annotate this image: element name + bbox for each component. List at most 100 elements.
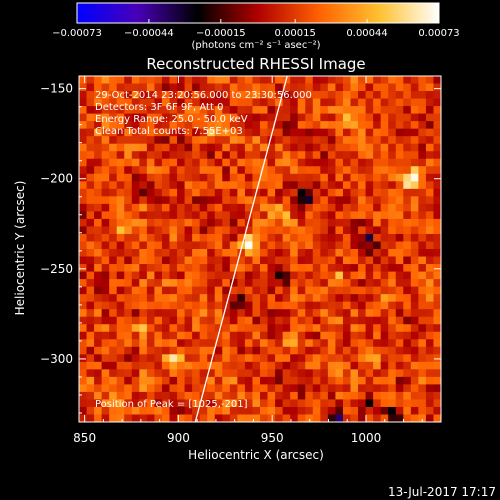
heatmap-cell	[395, 233, 404, 242]
heatmap-cell	[244, 151, 253, 160]
heatmap-cell	[327, 384, 336, 393]
heatmap-cell	[139, 354, 148, 363]
heatmap-cell	[260, 218, 268, 227]
heatmap-cell	[373, 98, 382, 107]
heatmap-cell	[410, 211, 419, 220]
heatmap-cell	[237, 361, 246, 370]
heatmap-cell	[94, 113, 103, 122]
heatmap-cell	[297, 346, 306, 355]
heatmap-cell	[229, 399, 238, 408]
colorbar-tick-label: 0.00015	[275, 28, 316, 39]
heatmap-cell	[79, 203, 87, 212]
heatmap-cell	[139, 339, 148, 348]
heatmap-cell	[282, 218, 291, 227]
heatmap-cell	[350, 331, 359, 340]
heatmap-cell	[350, 121, 359, 130]
heatmap-cell	[335, 113, 344, 122]
heatmap-cell	[214, 414, 223, 422]
heatmap-cell	[282, 399, 291, 408]
heatmap-cell	[403, 203, 412, 212]
heatmap-cell	[260, 414, 268, 422]
heatmap-cell	[131, 106, 140, 115]
heatmap-cell	[131, 233, 140, 242]
heatmap-cell	[418, 218, 427, 227]
heatmap-cell	[94, 188, 103, 197]
heatmap-cell	[124, 136, 133, 145]
heatmap-cell	[335, 399, 344, 408]
heatmap-cell	[260, 91, 268, 99]
heatmap-cell	[305, 241, 314, 250]
heatmap-cell	[433, 369, 441, 378]
heatmap-cell	[124, 324, 133, 333]
heatmap-cell	[305, 83, 314, 92]
heatmap-cell	[282, 241, 291, 250]
heatmap-cell	[139, 346, 148, 355]
heatmap-cell	[101, 346, 110, 355]
solar-limb-line	[194, 76, 288, 422]
heatmap-cell	[199, 399, 208, 408]
heatmap-cell	[237, 233, 246, 242]
heatmap-cell	[282, 136, 291, 145]
heatmap-cell	[237, 286, 246, 295]
heatmap-cell	[358, 339, 366, 348]
heatmap-cell	[229, 286, 238, 295]
heatmap-cell	[192, 346, 201, 355]
heatmap-cell	[116, 151, 125, 160]
heatmap-cell	[244, 249, 253, 257]
heatmap-cell	[146, 203, 155, 212]
heatmap-cell	[388, 106, 397, 115]
heatmap-cell	[94, 83, 103, 92]
heatmap-cell	[169, 369, 178, 378]
heatmap-cell	[79, 376, 87, 385]
heatmap-cell	[275, 361, 284, 370]
heatmap-cell	[207, 121, 216, 130]
heatmap-cell	[335, 128, 344, 137]
heatmap-cell	[161, 128, 170, 137]
heatmap-cell	[320, 339, 329, 348]
heatmap-cell	[199, 143, 208, 152]
heatmap-cell	[131, 339, 140, 348]
heatmap-cell	[350, 173, 359, 182]
heatmap-cell	[433, 249, 441, 257]
heatmap-cell	[380, 188, 389, 197]
heatmap-cell	[305, 211, 314, 220]
heatmap-cell	[358, 309, 366, 318]
heatmap-cell	[154, 226, 163, 235]
heatmap-cell	[267, 264, 276, 272]
heatmap-cell	[116, 346, 125, 355]
heatmap-cell	[237, 309, 246, 318]
heatmap-cell	[403, 151, 412, 160]
heatmap-cell	[275, 406, 284, 415]
heatmap-cell	[207, 309, 216, 318]
heatmap-cell	[327, 324, 336, 333]
heatmap-cell	[124, 391, 133, 400]
heatmap-cell	[154, 166, 163, 175]
heatmap-cell	[199, 414, 208, 422]
heatmap-cell	[192, 83, 201, 92]
heatmap-cell	[365, 76, 374, 84]
heatmap-cell	[79, 279, 87, 288]
heatmap-cell	[116, 264, 125, 272]
heatmap-cell	[395, 339, 404, 348]
heatmap-cell	[214, 361, 223, 370]
heatmap-cell	[214, 241, 223, 250]
heatmap-cell	[177, 256, 185, 265]
heatmap-cell	[229, 249, 238, 257]
heatmap-cell	[275, 376, 284, 385]
heatmap-cell	[433, 181, 441, 190]
heatmap-cell	[237, 264, 246, 272]
heatmap-cell	[418, 226, 427, 235]
heatmap-cell	[350, 384, 359, 393]
heatmap-cell	[146, 121, 155, 130]
heatmap-cell	[342, 264, 351, 272]
heatmap-cell	[237, 331, 246, 340]
heatmap-cell	[101, 309, 110, 318]
heatmap-cell	[410, 384, 419, 393]
heatmap-cell	[146, 106, 155, 115]
heatmap-cell	[139, 188, 148, 197]
heatmap-cell	[101, 143, 110, 152]
heatmap-cell	[199, 256, 208, 265]
heatmap-cell	[86, 173, 95, 182]
heatmap-cell	[109, 279, 118, 288]
heatmap-cell	[94, 196, 103, 205]
